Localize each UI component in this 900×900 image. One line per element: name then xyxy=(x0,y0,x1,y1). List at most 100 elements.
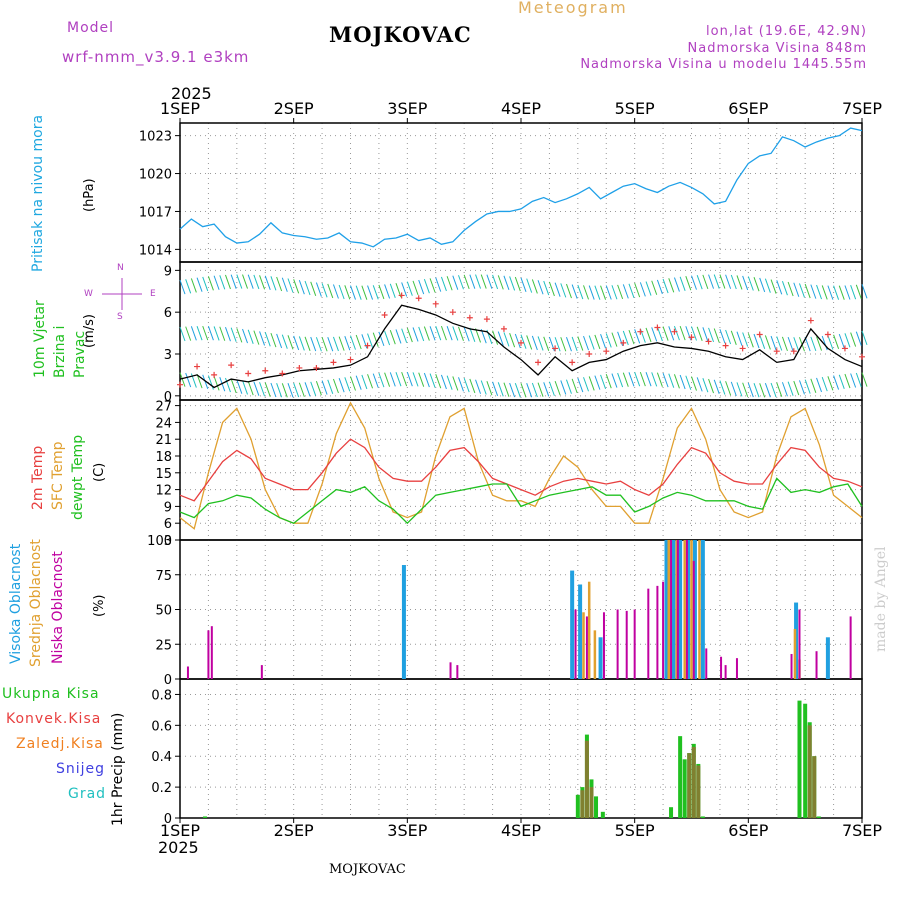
precip-bar-total xyxy=(203,816,208,818)
wind-barb-mark xyxy=(259,275,266,290)
wind-barb-mark xyxy=(378,372,385,388)
wind-barb-mark xyxy=(310,281,317,296)
wind-barb-mark xyxy=(378,331,385,347)
y-tick-label: 0.8 xyxy=(151,688,172,703)
wind-barb-mark xyxy=(458,326,464,341)
wind-barb-mark xyxy=(207,276,214,291)
wind-barb-mark xyxy=(372,332,379,347)
wind-barb-mark xyxy=(810,284,817,299)
date-label-bottom: 3SEP xyxy=(387,821,427,840)
cloud-bar-low xyxy=(662,581,665,679)
cloud-bar-low xyxy=(585,616,588,679)
wind-barb-mark xyxy=(321,380,328,395)
wind-barb-mark xyxy=(548,381,555,396)
wind-barb-mark xyxy=(367,333,374,348)
cloud-bar-low xyxy=(692,560,695,679)
gust-marker xyxy=(449,309,456,316)
wind-barb-mark xyxy=(327,337,334,352)
wind-barb-mark xyxy=(338,284,345,300)
wind-barb-mark xyxy=(742,332,749,347)
wind-barb-mark xyxy=(361,285,368,300)
year-top: 2025 xyxy=(171,84,212,103)
wind-barb-mark xyxy=(588,285,595,300)
gust-marker xyxy=(739,345,746,352)
wind-barb-mark xyxy=(401,328,408,343)
gust-marker xyxy=(841,345,848,352)
precip-bar-conv xyxy=(696,765,701,818)
wind-barb-mark xyxy=(367,374,374,389)
wind-barb-mark xyxy=(662,372,669,388)
gust-marker xyxy=(637,328,644,335)
wind-barb-mark xyxy=(679,374,686,390)
wind-barb-mark xyxy=(185,326,192,341)
wind-barb-mark xyxy=(747,333,754,348)
wind-barb-mark xyxy=(634,372,641,387)
gust-marker xyxy=(364,342,371,349)
wind-barb-mark xyxy=(662,326,669,341)
wind-barb-mark xyxy=(617,331,624,346)
wind-barb-mark xyxy=(713,274,720,289)
wind-barb-mark xyxy=(702,327,709,342)
wind-barb-mark xyxy=(747,382,754,398)
gust-marker xyxy=(773,348,780,355)
wind-barb-mark xyxy=(520,383,527,398)
cloud-bar-mid xyxy=(690,540,693,679)
wind-barb-mark xyxy=(537,336,544,351)
wind-barb-mark xyxy=(207,326,214,341)
wind-barb-mark xyxy=(264,382,271,397)
wind-barb-mark xyxy=(202,325,209,341)
precip-bar-conv xyxy=(812,756,817,818)
wind-barb-mark xyxy=(634,329,641,344)
wind-barb-mark xyxy=(469,274,476,289)
wind-barb-mark xyxy=(270,382,277,398)
gust-marker xyxy=(603,348,610,355)
wind-barb-mark xyxy=(855,372,862,388)
wind-barb-mark xyxy=(656,279,663,295)
wind-barb-mark xyxy=(554,282,561,297)
cloud-bar-low xyxy=(186,666,189,679)
cloud-bar-low xyxy=(735,658,738,679)
wind-barb-mark xyxy=(179,279,186,295)
wind-barb-mark xyxy=(708,378,715,394)
cloud-bar-low xyxy=(849,616,852,679)
wind-barb-mark xyxy=(696,326,703,342)
wind-barb-mark xyxy=(452,376,459,391)
wind-barb-mark xyxy=(224,377,231,393)
wind-barb-mark xyxy=(730,274,737,290)
cloud-bar-mid xyxy=(587,581,591,679)
wind-barb-mark xyxy=(492,381,499,396)
model-name: wrf-nmm_v3.9.1 e3km xyxy=(62,48,250,66)
cloud-bar-mid xyxy=(793,628,797,679)
wind-barb-mark xyxy=(304,382,311,397)
wind-barb-mark xyxy=(770,279,777,294)
wind-barb-mark xyxy=(816,336,823,351)
wind-barb-mark xyxy=(764,383,771,398)
wind-barb-mark xyxy=(719,274,726,289)
wind-barb-mark xyxy=(594,285,601,300)
wind-barb-mark xyxy=(423,372,430,388)
gust-marker xyxy=(654,324,661,331)
wind-barb-mark xyxy=(810,378,817,393)
wind-barb-mark xyxy=(338,336,345,351)
y-tick-label: 6 xyxy=(164,306,172,321)
wind-barb-mark xyxy=(179,326,186,342)
wind-barb-mark xyxy=(736,382,743,397)
wind-barb-mark xyxy=(668,326,675,341)
wind-barb-mark xyxy=(384,330,391,346)
wind-barb-mark xyxy=(224,327,231,342)
y-tick-label: 0.2 xyxy=(151,781,172,796)
wind-barb-mark xyxy=(685,375,692,390)
wind-barb-mark xyxy=(656,372,663,387)
gust-marker xyxy=(330,359,337,366)
gust-marker xyxy=(756,331,763,338)
wind-barb-mark xyxy=(446,326,453,341)
wind-barb-mark xyxy=(719,380,726,395)
cloud-bar-low xyxy=(676,540,679,679)
y-tick-label: 0.6 xyxy=(151,719,172,734)
wind-barb-mark xyxy=(628,372,635,387)
wind-barb-mark xyxy=(344,377,351,392)
y-tick-label: 100 xyxy=(147,534,172,549)
wind-barb-mark xyxy=(287,383,294,398)
cloud-bar-low xyxy=(210,626,213,679)
wind-barb-mark xyxy=(861,330,868,346)
